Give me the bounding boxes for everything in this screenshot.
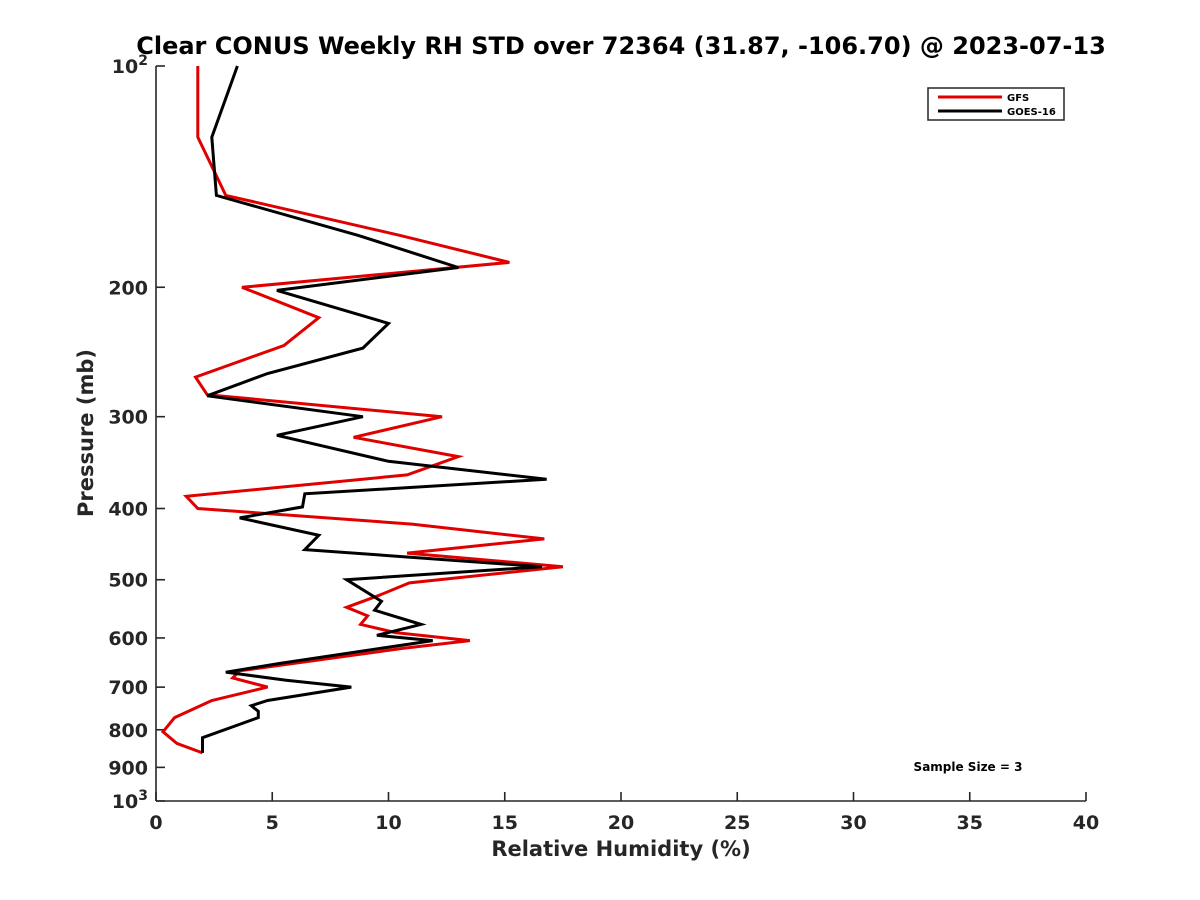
x-axis-label: Relative Humidity (%) xyxy=(491,837,750,861)
series-layer xyxy=(160,65,564,755)
x-axis-ticks: 0 5 10 15 20 25 30 35 40 xyxy=(149,792,1099,834)
legend-label: GFS xyxy=(1007,93,1029,104)
y-tick-label: 400 xyxy=(108,499,148,521)
y-axis-label: Pressure (mb) xyxy=(74,349,98,517)
legend: GFS GOES-16 xyxy=(927,87,1065,121)
series-line-goes-16 xyxy=(201,65,547,753)
y-axis-ticks: 102 200 300 400 500 600 700 800 900 103 xyxy=(108,53,165,813)
x-tick-label: 5 xyxy=(266,812,279,834)
plot-area: 0 5 10 15 20 25 30 35 40 102 200 300 400 500 600 700 80… xyxy=(108,53,1099,834)
x-tick-label: 15 xyxy=(492,812,518,834)
legend-label: GOES-16 xyxy=(1007,107,1056,118)
x-tick-label: 40 xyxy=(1073,812,1099,834)
series-line-gfs xyxy=(160,66,564,755)
y-tick-label: 800 xyxy=(108,720,148,742)
y-tick-label: 500 xyxy=(108,570,148,592)
y-tick-label: 102 xyxy=(112,53,148,78)
x-tick-label: 0 xyxy=(149,812,162,834)
chart-title: Clear CONUS Weekly RH STD over 72364 (31… xyxy=(136,32,1106,60)
sample-size-annotation: Sample Size = 3 xyxy=(914,760,1023,774)
y-tick-label: 900 xyxy=(108,757,148,779)
legend-box xyxy=(927,87,1065,121)
x-tick-label: 30 xyxy=(840,812,866,834)
x-tick-label: 20 xyxy=(608,812,634,834)
y-tick-label: 300 xyxy=(108,407,148,429)
x-tick-label: 10 xyxy=(375,812,401,834)
y-tick-label: 700 xyxy=(108,677,148,699)
x-tick-label: 35 xyxy=(957,812,983,834)
y-tick-label: 103 xyxy=(112,788,148,813)
x-tick-label: 25 xyxy=(724,812,750,834)
y-tick-label: 200 xyxy=(108,277,148,299)
y-tick-label: 600 xyxy=(108,628,148,650)
